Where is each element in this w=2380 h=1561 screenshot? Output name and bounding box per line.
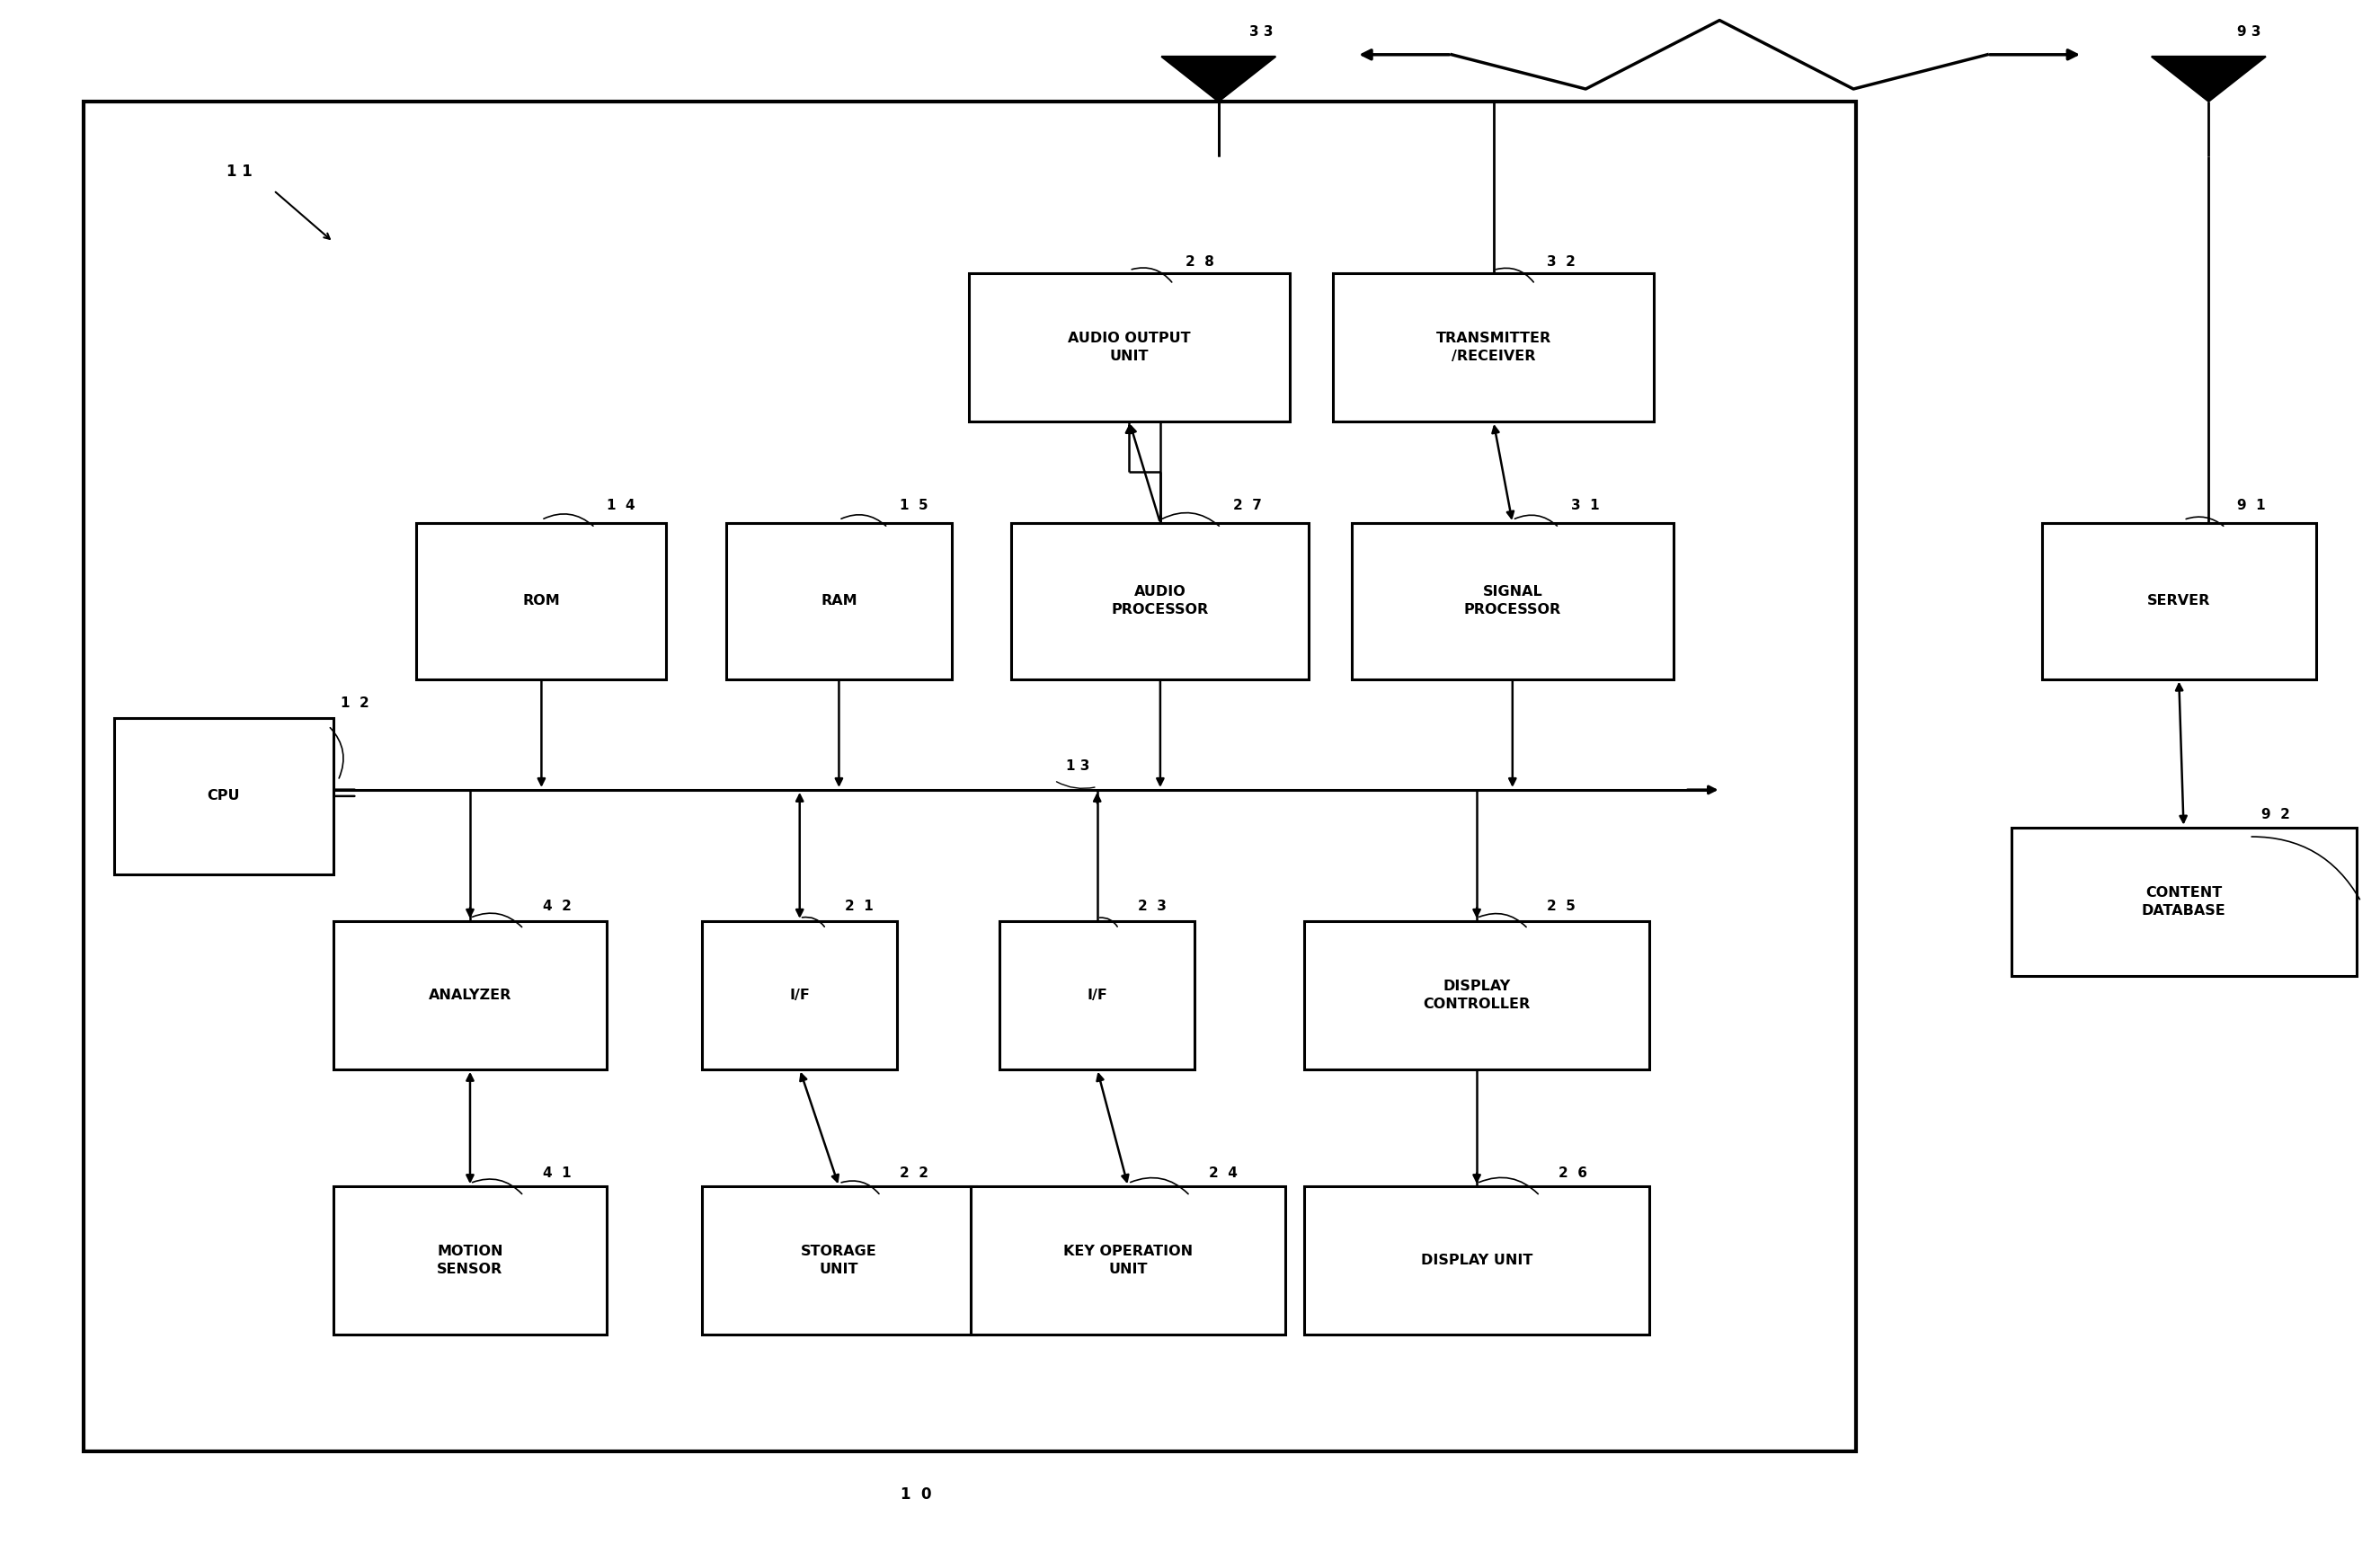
FancyBboxPatch shape [2011, 827, 2356, 976]
Text: 2  5: 2 5 [1547, 899, 1576, 913]
Text: CONTENT
DATABASE: CONTENT DATABASE [2142, 885, 2225, 918]
Text: DISPLAY
CONTROLLER: DISPLAY CONTROLLER [1423, 979, 1530, 1012]
Text: RAM: RAM [821, 595, 857, 607]
FancyBboxPatch shape [114, 718, 333, 874]
Text: 2  7: 2 7 [1233, 498, 1261, 512]
FancyBboxPatch shape [1333, 273, 1654, 421]
FancyBboxPatch shape [1304, 921, 1649, 1069]
Text: STORAGE
UNIT: STORAGE UNIT [800, 1244, 878, 1277]
Text: 9 3: 9 3 [2237, 25, 2261, 39]
FancyBboxPatch shape [1000, 921, 1195, 1069]
Text: ANALYZER: ANALYZER [428, 988, 512, 1002]
FancyBboxPatch shape [2042, 523, 2316, 679]
FancyBboxPatch shape [726, 523, 952, 679]
Text: SIGNAL
PROCESSOR: SIGNAL PROCESSOR [1464, 585, 1561, 617]
Text: 3 3: 3 3 [1250, 25, 1273, 39]
Text: 1  4: 1 4 [607, 498, 635, 512]
Text: 3  2: 3 2 [1547, 254, 1576, 268]
Text: 1 1: 1 1 [226, 164, 252, 180]
Text: ROM: ROM [524, 595, 559, 607]
Text: TRANSMITTER
/RECEIVER: TRANSMITTER /RECEIVER [1435, 331, 1552, 364]
Text: 2  8: 2 8 [1185, 254, 1214, 268]
FancyBboxPatch shape [333, 921, 607, 1069]
FancyBboxPatch shape [971, 1186, 1285, 1335]
Text: DISPLAY UNIT: DISPLAY UNIT [1421, 1253, 1533, 1268]
Text: 2  3: 2 3 [1138, 899, 1166, 913]
Polygon shape [2152, 56, 2266, 101]
Text: AUDIO OUTPUT
UNIT: AUDIO OUTPUT UNIT [1069, 331, 1190, 364]
Text: 4  2: 4 2 [543, 899, 571, 913]
FancyBboxPatch shape [416, 523, 666, 679]
Text: 1 3: 1 3 [1066, 759, 1090, 773]
Text: 4  1: 4 1 [543, 1166, 571, 1180]
Text: I/F: I/F [1088, 988, 1107, 1002]
FancyBboxPatch shape [83, 101, 1856, 1452]
Text: SERVER: SERVER [2147, 595, 2211, 607]
Text: 9  2: 9 2 [2261, 807, 2290, 821]
FancyBboxPatch shape [969, 273, 1290, 421]
Text: 1  5: 1 5 [900, 498, 928, 512]
Text: 3  1: 3 1 [1571, 498, 1599, 512]
Text: AUDIO
PROCESSOR: AUDIO PROCESSOR [1111, 585, 1209, 617]
FancyBboxPatch shape [333, 1186, 607, 1335]
Text: KEY OPERATION
UNIT: KEY OPERATION UNIT [1064, 1244, 1192, 1277]
Text: 2  6: 2 6 [1559, 1166, 1587, 1180]
Text: 2  4: 2 4 [1209, 1166, 1238, 1180]
Text: 2  1: 2 1 [845, 899, 873, 913]
Text: 2  2: 2 2 [900, 1166, 928, 1180]
Text: MOTION
SENSOR: MOTION SENSOR [438, 1244, 502, 1277]
Text: 1  2: 1 2 [340, 696, 369, 710]
FancyBboxPatch shape [702, 1186, 976, 1335]
FancyBboxPatch shape [1011, 523, 1309, 679]
Text: CPU: CPU [207, 790, 240, 802]
Text: I/F: I/F [790, 988, 809, 1002]
Text: 1  0: 1 0 [900, 1486, 933, 1502]
FancyBboxPatch shape [702, 921, 897, 1069]
Polygon shape [1161, 56, 1276, 101]
Text: 9  1: 9 1 [2237, 498, 2266, 512]
FancyBboxPatch shape [1304, 1186, 1649, 1335]
FancyBboxPatch shape [1352, 523, 1673, 679]
